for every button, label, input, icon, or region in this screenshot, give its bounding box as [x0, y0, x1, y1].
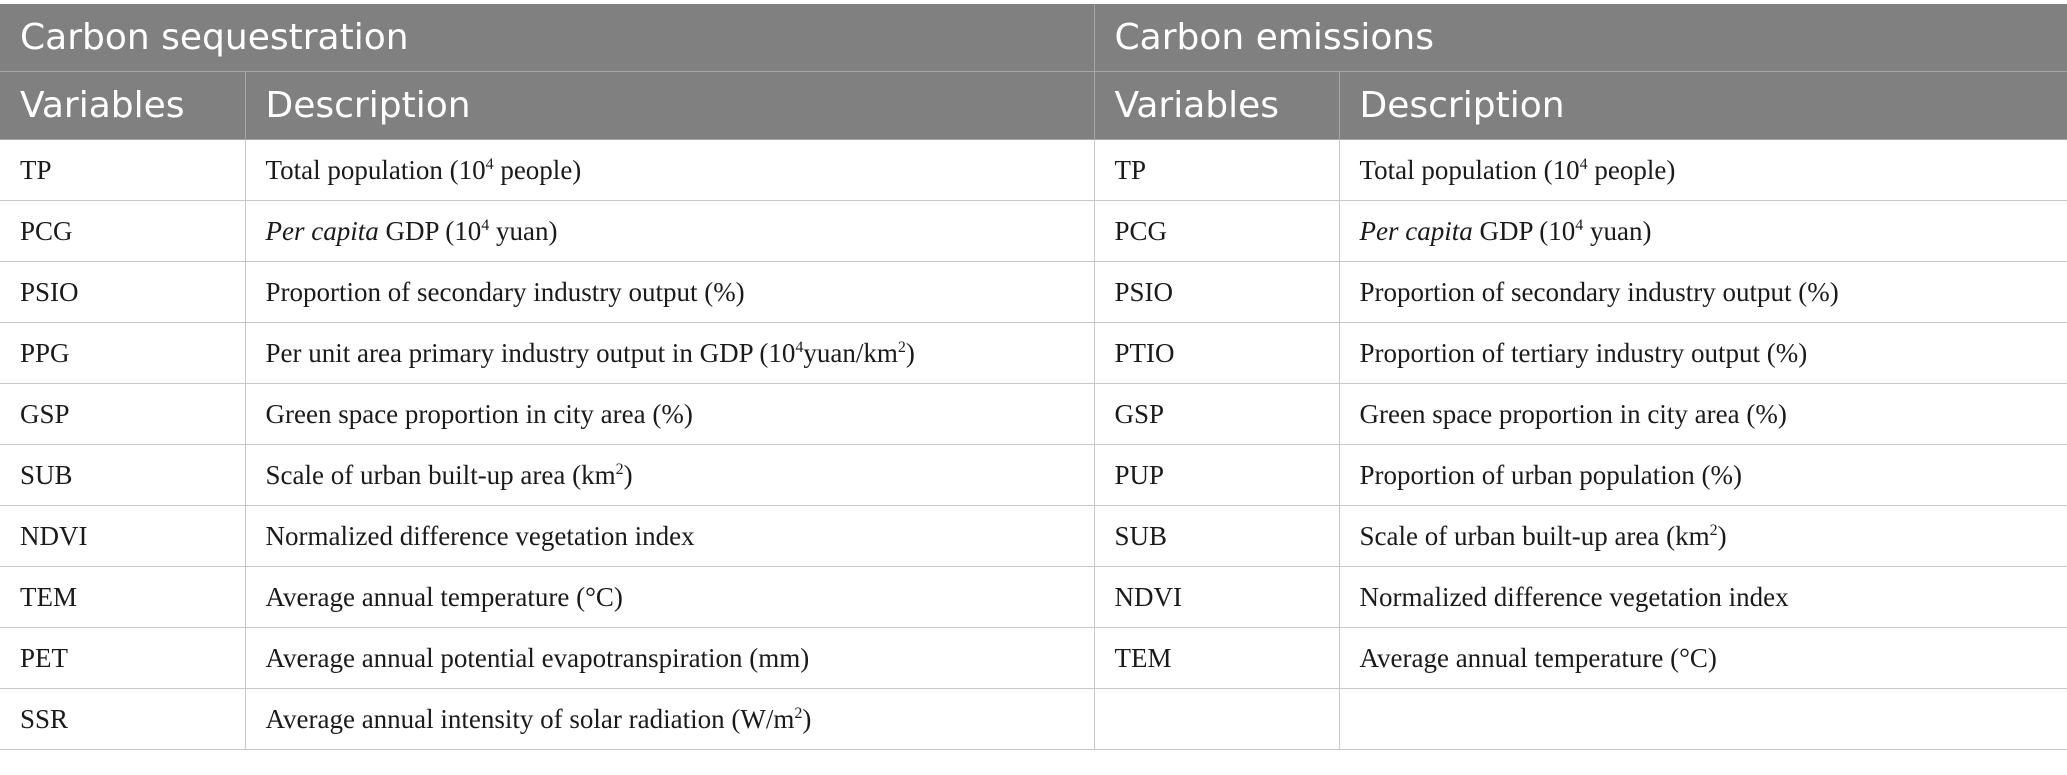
emissions-description-cell: Proportion of urban population (%) — [1339, 444, 2067, 506]
table-row: TP Total population (104 people) TP Total p… — [0, 139, 2067, 201]
sequestration-variable-cell: SUB — [0, 444, 246, 506]
superscript: 4 — [485, 155, 494, 173]
table-row: SUB Scale of urban built-up area (km2) PUP… — [0, 444, 2067, 506]
superscript: 4 — [1579, 155, 1588, 173]
sequestration-variable-cell: PSIO — [0, 261, 246, 323]
group-header-row: Carbon sequestration Carbon emissions — [0, 4, 2067, 72]
sequestration-description-cell: Average annual potential evapotranspirat… — [245, 627, 1095, 689]
italic-text: Per capita — [1359, 215, 1473, 246]
emissions-description-cell: Normalized difference vegetation index — [1339, 566, 2067, 628]
emissions-variable-cell: PUP — [1094, 444, 1340, 506]
table-row: TEM Average annual temperature (°C) NDVI No… — [0, 566, 2067, 628]
column-header-description: Description — [1339, 71, 2067, 140]
table-row: PET Average annual potential evapotranspi… — [0, 627, 2067, 689]
table-body: TP Total population (104 people) TP Total p… — [0, 139, 2067, 750]
column-header-variables: Variables — [0, 71, 246, 140]
sequestration-variable-cell: PCG — [0, 200, 246, 262]
sequestration-variable-cell: NDVI — [0, 505, 246, 567]
emissions-variable-cell: PSIO — [1094, 261, 1340, 323]
emissions-variable-cell: GSP — [1094, 383, 1340, 445]
table-row: PSIO Proportion of secondary industry out… — [0, 261, 2067, 323]
table-row: PCG Per capita GDP (104 yuan) PCG Per capit… — [0, 200, 2067, 262]
emissions-description-cell: Scale of urban built-up area (km2) — [1339, 505, 2067, 567]
emissions-variable-cell — [1094, 688, 1340, 750]
superscript: 2 — [1709, 521, 1718, 539]
emissions-variable-cell: TP — [1094, 139, 1340, 201]
emissions-description-cell: Proportion of secondary industry output … — [1339, 261, 2067, 323]
sequestration-description-cell: Total population (104 people) — [245, 139, 1095, 201]
sequestration-variable-cell: PET — [0, 627, 246, 689]
emissions-description-cell — [1339, 688, 2067, 750]
column-header-row: Variables Description Variables Descript… — [0, 71, 2067, 140]
emissions-variable-cell: PCG — [1094, 200, 1340, 262]
table-row: PPG Per unit area primary industry output… — [0, 322, 2067, 384]
superscript: 2 — [897, 338, 906, 356]
italic-text: Per capita — [265, 215, 379, 246]
emissions-variable-cell: PTIO — [1094, 322, 1340, 384]
sequestration-description-cell: Proportion of secondary industry output … — [245, 261, 1095, 323]
variables-table: Carbon sequestration Carbon emissions Va… — [0, 4, 2067, 750]
superscript: 2 — [794, 704, 803, 722]
column-header-variables: Variables — [1094, 71, 1340, 140]
sequestration-variable-cell: TEM — [0, 566, 246, 628]
table-row: NDVI Normalized difference vegetation ind… — [0, 505, 2067, 567]
emissions-description-cell: Proportion of tertiary industry output (… — [1339, 322, 2067, 384]
sequestration-description-cell: Green space proportion in city area (%) — [245, 383, 1095, 445]
group-header-sequestration: Carbon sequestration — [0, 4, 1095, 72]
superscript: 2 — [615, 460, 624, 478]
sequestration-variable-cell: PPG — [0, 322, 246, 384]
emissions-variable-cell: TEM — [1094, 627, 1340, 689]
emissions-description-cell: Total population (104 people) — [1339, 139, 2067, 201]
sequestration-description-cell: Per capita GDP (104 yuan) — [245, 200, 1095, 262]
sequestration-description-cell: Per unit area primary industry output in… — [245, 322, 1095, 384]
superscript: 4 — [1575, 216, 1584, 234]
sequestration-description-cell: Average annual temperature (°C) — [245, 566, 1095, 628]
table-row: SSR Average annual intensity of solar rad… — [0, 688, 2067, 750]
sequestration-variable-cell: GSP — [0, 383, 246, 445]
emissions-description-cell: Average annual temperature (°C) — [1339, 627, 2067, 689]
sequestration-variable-cell: TP — [0, 139, 246, 201]
superscript: 4 — [795, 338, 804, 356]
sequestration-description-cell: Average annual intensity of solar radiat… — [245, 688, 1095, 750]
group-header-emissions: Carbon emissions — [1094, 4, 2067, 72]
superscript: 4 — [481, 216, 490, 234]
emissions-description-cell: Green space proportion in city area (%) — [1339, 383, 2067, 445]
table-row: GSP Green space proportion in city area (… — [0, 383, 2067, 445]
emissions-variable-cell: SUB — [1094, 505, 1340, 567]
emissions-variable-cell: NDVI — [1094, 566, 1340, 628]
sequestration-description-cell: Normalized difference vegetation index — [245, 505, 1095, 567]
column-header-description: Description — [245, 71, 1095, 140]
sequestration-variable-cell: SSR — [0, 688, 246, 750]
emissions-description-cell: Per capita GDP (104 yuan) — [1339, 200, 2067, 262]
sequestration-description-cell: Scale of urban built-up area (km2) — [245, 444, 1095, 506]
